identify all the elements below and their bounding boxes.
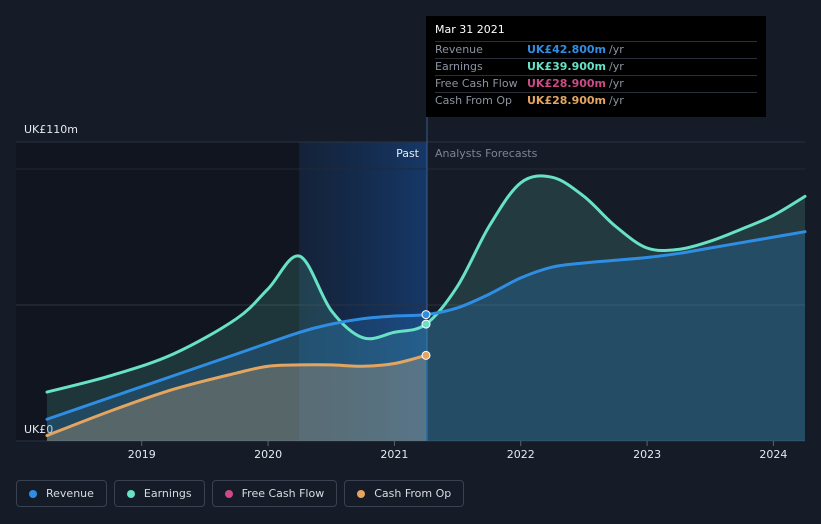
legend: Revenue Earnings Free Cash Flow Cash Fro… [16, 480, 465, 507]
x-tick-label: 2020 [254, 448, 282, 461]
marker-earnings [421, 319, 431, 329]
past-label: Past [396, 147, 420, 160]
tooltip-label: Cash From Op [435, 94, 513, 107]
series-area-cash-from-op [47, 355, 426, 441]
y-axis-bottom-label: UK£0 [24, 423, 53, 436]
tooltip-row-earnings: Earnings UK£39.900m /yr [435, 58, 757, 75]
tooltip-unit: /yr [609, 43, 624, 56]
marker-revenue [421, 310, 431, 320]
tooltip-label: Revenue [435, 43, 483, 56]
series-line-earnings [45, 174, 807, 394]
legend-label: Revenue [46, 487, 94, 500]
tooltip-label: Earnings [435, 60, 483, 73]
series-areas [47, 175, 805, 441]
tooltip-value: UK£28.900m [527, 77, 607, 90]
tooltip-unit: /yr [609, 94, 624, 107]
x-tick-label: 2023 [633, 448, 661, 461]
legend-dot-icon [224, 489, 233, 498]
tooltip-row-cash-from-op: Cash From Op UK£28.900m /yr [435, 92, 757, 109]
legend-dot-icon [357, 489, 366, 498]
tooltip-value: UK£42.800m [527, 43, 607, 56]
tooltip-label: Free Cash Flow [435, 77, 518, 90]
series-line-cash-from-op [45, 353, 428, 438]
forecast-label: Analysts Forecasts [435, 147, 538, 160]
legend-label: Earnings [143, 487, 192, 500]
x-tick-label: 2019 [128, 448, 156, 461]
hover-tooltip: Mar 31 2021 Revenue UK£42.800m /yr Earni… [426, 16, 766, 117]
financial-chart: UK£110m UK£0 Past Analysts Forecasts 201… [16, 16, 807, 461]
series-area-earnings [47, 175, 805, 441]
legend-item-earnings[interactable]: Earnings [113, 480, 205, 507]
series-lines [45, 174, 807, 438]
legend-dot-icon [126, 489, 135, 498]
legend-item-cash-from-op[interactable]: Cash From Op [344, 480, 465, 507]
legend-dot-icon [29, 489, 37, 498]
tooltip-value: UK£28.900m [527, 94, 607, 107]
series-area-revenue [47, 231, 805, 441]
y-axis-top-label: UK£110m [24, 123, 78, 136]
series-line-revenue [45, 230, 807, 421]
legend-item-revenue[interactable]: Revenue [16, 480, 107, 507]
x-tick-label: 2024 [759, 448, 787, 461]
x-tick-label: 2022 [507, 448, 535, 461]
tooltip-date: Mar 31 2021 [435, 23, 505, 36]
marker-cash-from-op [421, 350, 431, 360]
hover-markers [421, 310, 431, 360]
x-axis-ticks: 2019 2020 2021 2022 2023 2024 [128, 441, 787, 461]
tooltip-row-free-cash-flow: Free Cash Flow UK£28.900m /yr [435, 75, 757, 92]
legend-label: Free Cash Flow [241, 487, 325, 500]
x-tick-label: 2021 [380, 448, 408, 461]
past-region-shade [16, 142, 299, 441]
tooltip-unit: /yr [609, 77, 624, 90]
tooltip-value: UK£39.900m [527, 60, 607, 73]
tooltip-unit: /yr [609, 60, 624, 73]
tooltip-row-revenue: Revenue UK£42.800m /yr [435, 41, 757, 58]
legend-label: Cash From Op [374, 487, 452, 500]
legend-item-free-cash-flow[interactable]: Free Cash Flow [211, 480, 338, 507]
